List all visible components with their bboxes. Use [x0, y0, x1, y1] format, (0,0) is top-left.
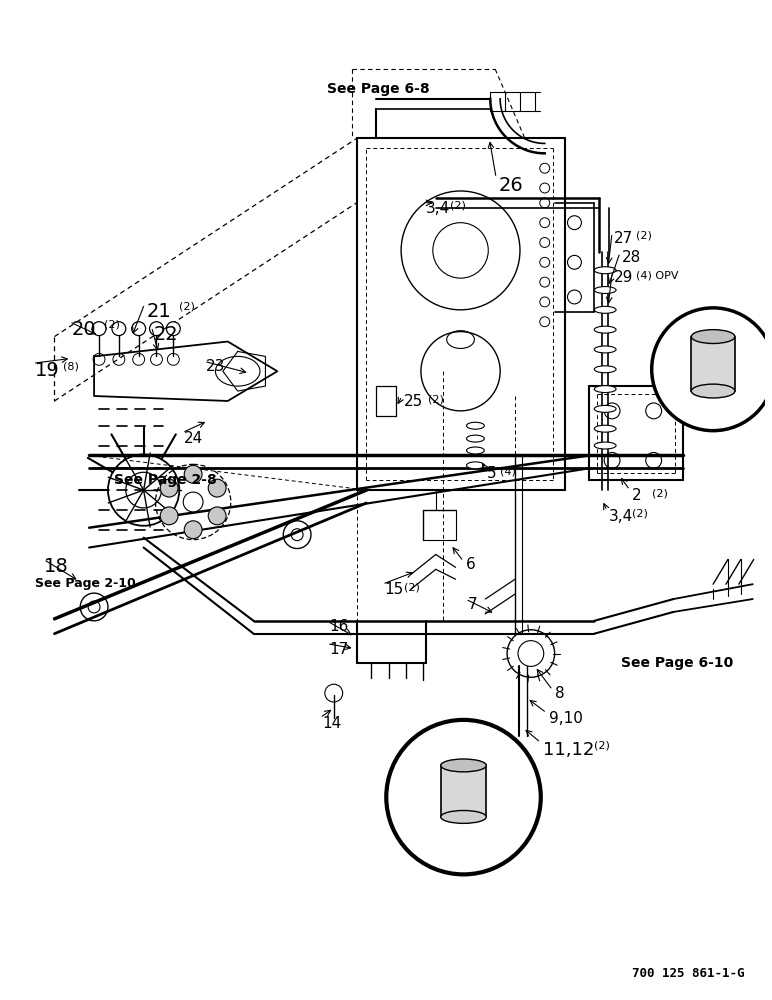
- Text: 9,10: 9,10: [549, 711, 583, 726]
- Text: (2): (2): [449, 201, 466, 211]
- Circle shape: [185, 465, 202, 483]
- Text: (2): (2): [652, 488, 668, 498]
- FancyBboxPatch shape: [441, 765, 486, 817]
- Circle shape: [150, 322, 164, 336]
- Text: 29: 29: [614, 270, 634, 285]
- Text: 8: 8: [554, 686, 564, 701]
- Ellipse shape: [466, 435, 484, 442]
- Text: 3,4: 3,4: [609, 509, 633, 524]
- Circle shape: [161, 479, 178, 497]
- Text: 26: 26: [498, 176, 523, 195]
- Text: 7: 7: [468, 597, 477, 612]
- Text: See Page 2-10: See Page 2-10: [35, 577, 135, 590]
- Text: 20: 20: [71, 320, 96, 339]
- Text: (4): (4): [500, 466, 516, 476]
- Text: See Page 2-8: See Page 2-8: [114, 473, 217, 487]
- Circle shape: [167, 322, 180, 336]
- Ellipse shape: [466, 462, 484, 469]
- Circle shape: [161, 507, 178, 525]
- Text: 17: 17: [329, 642, 348, 657]
- Ellipse shape: [441, 810, 486, 823]
- Text: See Page 6-8: See Page 6-8: [327, 82, 429, 96]
- Text: (2): (2): [179, 302, 195, 312]
- Text: 700 125 861-1-G: 700 125 861-1-G: [632, 967, 744, 980]
- Ellipse shape: [594, 346, 616, 353]
- Ellipse shape: [594, 425, 616, 432]
- Text: (2): (2): [632, 509, 648, 519]
- Circle shape: [208, 507, 226, 525]
- Text: 27: 27: [614, 231, 633, 246]
- Text: 22: 22: [154, 325, 178, 344]
- Ellipse shape: [466, 447, 484, 454]
- Text: 19: 19: [35, 361, 59, 380]
- Text: (2): (2): [636, 231, 652, 241]
- Text: (2): (2): [594, 741, 610, 751]
- Text: 3,4: 3,4: [426, 201, 450, 216]
- Ellipse shape: [594, 326, 616, 333]
- Text: 23: 23: [206, 359, 225, 374]
- Circle shape: [208, 479, 226, 497]
- Text: See Page 6-10: See Page 6-10: [621, 656, 733, 670]
- Circle shape: [386, 720, 540, 874]
- Text: (2): (2): [428, 394, 444, 404]
- Ellipse shape: [594, 386, 616, 393]
- Circle shape: [183, 492, 203, 512]
- Text: 11,12: 11,12: [543, 741, 594, 759]
- Ellipse shape: [594, 306, 616, 313]
- Text: 2: 2: [632, 488, 642, 503]
- Text: 18: 18: [43, 557, 69, 576]
- Ellipse shape: [594, 442, 616, 449]
- Text: 13: 13: [451, 840, 474, 858]
- Ellipse shape: [691, 384, 735, 398]
- Ellipse shape: [594, 267, 616, 274]
- Ellipse shape: [594, 405, 616, 412]
- Text: 16: 16: [329, 619, 348, 634]
- Text: 14: 14: [322, 716, 341, 731]
- Text: 21: 21: [147, 302, 171, 321]
- Text: 1: 1: [676, 384, 688, 402]
- Circle shape: [112, 322, 126, 336]
- Text: (2): (2): [104, 320, 120, 330]
- Text: (2): (2): [404, 582, 420, 592]
- FancyBboxPatch shape: [691, 337, 735, 391]
- Circle shape: [185, 521, 202, 539]
- Ellipse shape: [691, 330, 735, 344]
- Circle shape: [92, 322, 106, 336]
- Circle shape: [132, 322, 146, 336]
- Ellipse shape: [594, 287, 616, 293]
- Text: 6: 6: [466, 557, 476, 572]
- Text: 28: 28: [622, 250, 642, 265]
- Text: 15: 15: [384, 582, 404, 597]
- Circle shape: [652, 308, 772, 431]
- Text: 5: 5: [487, 466, 497, 481]
- Text: 24: 24: [185, 431, 204, 446]
- Ellipse shape: [441, 759, 486, 772]
- Ellipse shape: [594, 366, 616, 373]
- Text: (4) OPV: (4) OPV: [636, 270, 679, 280]
- Text: 25: 25: [404, 394, 423, 409]
- Ellipse shape: [466, 422, 484, 429]
- Text: (8): (8): [63, 361, 80, 371]
